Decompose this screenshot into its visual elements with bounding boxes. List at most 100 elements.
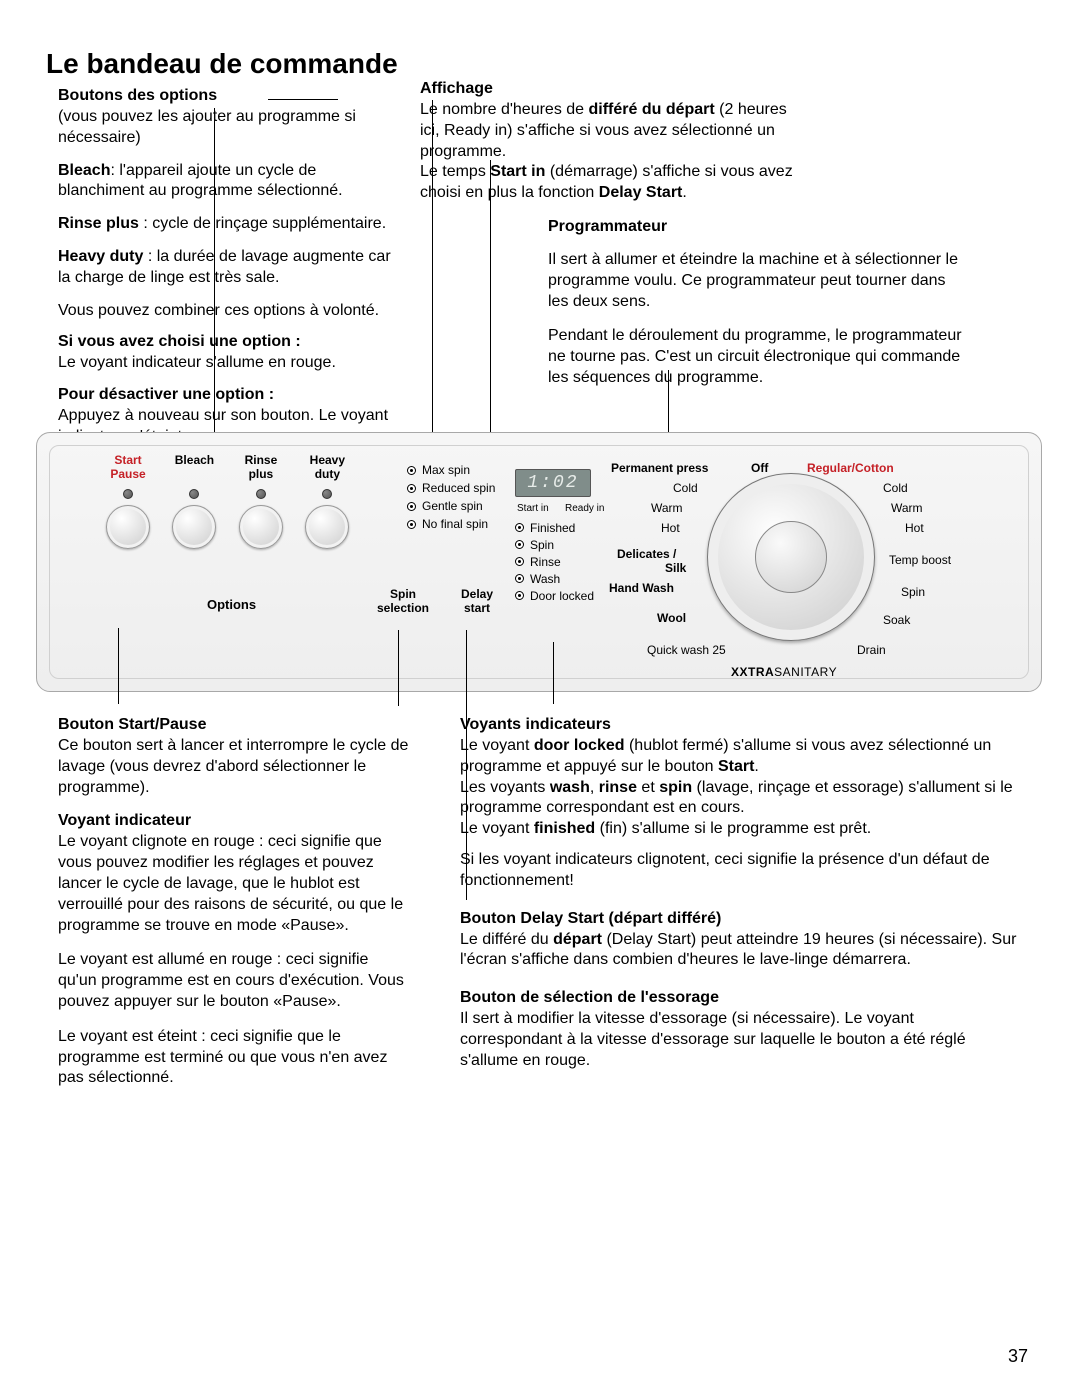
bleach-label: Bleach (58, 162, 110, 179)
callout-line (398, 630, 399, 706)
callout-line (432, 100, 433, 458)
prog-p1: Il sert à allumer et éteindre la machine… (548, 250, 968, 312)
options-group-label: Options (207, 597, 256, 612)
combine-text: Vous pouvez combiner ces options à volon… (58, 301, 398, 322)
startpause-text: Ce bouton sert à lancer et interrompre l… (58, 736, 410, 798)
dial-center (755, 521, 827, 593)
dial-spin: Spin (901, 585, 925, 599)
callout-line (268, 99, 338, 100)
dial-handwash: Hand Wash (609, 581, 674, 595)
display-readyin: Ready in (565, 503, 604, 514)
voyants-ind-heading: Voyants indicateurs (460, 716, 1020, 734)
delay-start-label: Delaystart (447, 587, 507, 615)
indicator-icon (515, 523, 524, 532)
led-icon (322, 489, 332, 499)
status-indicator-list: Finished Spin Rinse Wash Door locked (515, 519, 594, 604)
bleach-btn-label: Bleach (175, 453, 214, 467)
rinse-btn-l2: plus (249, 467, 274, 481)
chosen-heading: Si vous avez choisi une option : (58, 333, 398, 351)
options-column: Boutons des options (vous pouvez les ajo… (58, 87, 398, 460)
voyant-p2: Le voyant est allumé en rouge : ceci sig… (58, 950, 410, 1012)
knob-icon (239, 505, 283, 549)
status-wash: Wash (515, 570, 594, 587)
spin-selection-label: Spinselection (373, 587, 433, 615)
voyant-p1: Le voyant clignote en rouge : ceci signi… (58, 832, 410, 936)
indicator-icon (515, 574, 524, 583)
delay-heading: Bouton Delay Start (départ différé) (460, 910, 1020, 928)
bottom-left-column: Bouton Start/Pause Ce bouton sert à lanc… (58, 716, 410, 1103)
bleach-button[interactable]: Bleach (163, 453, 225, 549)
affichage-column: Affichage Le nombre d'heures de différé … (420, 80, 810, 204)
heavy-duty-button[interactable]: Heavy duty (296, 453, 358, 549)
spinsel-heading: Bouton de sélection de l'essorage (460, 989, 1020, 1007)
programmateur-column: Programmateur Il sert à allumer et étein… (548, 218, 968, 403)
dial-regular: Regular/Cotton (807, 461, 894, 475)
heavy-label: Heavy duty (58, 248, 143, 265)
callout-line (214, 108, 215, 458)
led-icon (123, 489, 133, 499)
indicator-icon (515, 540, 524, 549)
voyants-p4: Si les voyant indicateurs clignotent, ce… (460, 850, 1020, 892)
spin-option: No final spin (407, 515, 495, 533)
dial-hot-r: Hot (905, 521, 924, 535)
rinse-label: Rinse plus (58, 215, 139, 232)
indicator-icon (515, 557, 524, 566)
rinse-btn-l1: Rinse (245, 453, 278, 467)
voyants-p2: Les voyants wash, rinse et spin (lavage,… (460, 778, 1020, 820)
status-finished: Finished (515, 519, 594, 536)
rinse-desc: Rinse plus : cycle de rinçage supplément… (58, 214, 398, 235)
dial-soak: Soak (883, 613, 910, 627)
knob-icon (172, 505, 216, 549)
dial-quick: Quick wash 25 (647, 643, 726, 657)
status-rinse: Rinse (515, 553, 594, 570)
affichage-p1: Le nombre d'heures de différé du départ … (420, 100, 810, 162)
spin-option: Reduced spin (407, 479, 495, 497)
chosen-text: Le voyant indicateur s'allume en rouge. (58, 353, 398, 374)
indicator-icon (407, 466, 416, 475)
voyant-heading: Voyant indicateur (58, 812, 410, 830)
heavy-btn-l2: duty (315, 467, 340, 481)
dial-hot-l: Hot (661, 521, 680, 535)
dial-perm-press: Permanent press (611, 461, 708, 475)
dial-warm-l: Warm (651, 501, 683, 515)
spin-option: Max spin (407, 461, 495, 479)
affichage-heading: Affichage (420, 80, 810, 98)
options-heading: Boutons des options (58, 87, 398, 105)
affichage-p2: Le temps Start in (démarrage) s'affiche … (420, 162, 810, 204)
page-number: 37 (1008, 1346, 1028, 1367)
bleach-desc: Bleach: l'appareil ajoute un cycle de bl… (58, 161, 398, 203)
start-pause-button[interactable]: Start Pause (97, 453, 159, 549)
dial-xxtrasanitary: XXTRASANITARY (731, 665, 837, 679)
dial-wool: Wool (657, 611, 686, 625)
voyants-p3: Le voyant finished (fin) s'allume si le … (460, 819, 1020, 840)
options-sub: (vous pouvez les ajouter au programme si… (58, 107, 398, 149)
status-spin: Spin (515, 536, 594, 553)
prog-p2: Pendant le déroulement du programme, le … (548, 326, 968, 388)
callout-line (118, 628, 119, 704)
indicator-icon (407, 502, 416, 511)
spin-options-list: Max spin Reduced spin Gentle spin No fin… (407, 461, 495, 533)
spin-option: Gentle spin (407, 497, 495, 515)
knob-icon (106, 505, 150, 549)
dial-cold-l: Cold (673, 481, 698, 495)
startpause-heading: Bouton Start/Pause (58, 716, 410, 734)
dial-off: Off (751, 461, 768, 475)
dial-drain: Drain (857, 643, 886, 657)
dial-cold-r: Cold (883, 481, 908, 495)
knob-icon (305, 505, 349, 549)
dial-warm-r: Warm (891, 501, 923, 515)
deact-heading: Pour désactiver une option : (58, 386, 398, 404)
led-icon (256, 489, 266, 499)
rinse-text: : cycle de rinçage supplémentaire. (139, 215, 386, 232)
delay-text: Le différé du départ (Delay Start) peut … (460, 930, 1020, 972)
heavy-desc: Heavy duty : la durée de lavage augmente… (58, 247, 398, 289)
indicator-icon (407, 484, 416, 493)
dial-delicates: Delicates / (617, 547, 676, 561)
rinse-plus-button[interactable]: Rinse plus (230, 453, 292, 549)
program-dial-area: Permanent press Off Regular/Cotton Cold … (621, 457, 1021, 677)
led-icon (189, 489, 199, 499)
time-display: 1:02 (515, 469, 591, 497)
dial-silk: Silk (665, 561, 686, 575)
display-startin: Start in (517, 503, 549, 514)
indicator-icon (515, 591, 524, 600)
